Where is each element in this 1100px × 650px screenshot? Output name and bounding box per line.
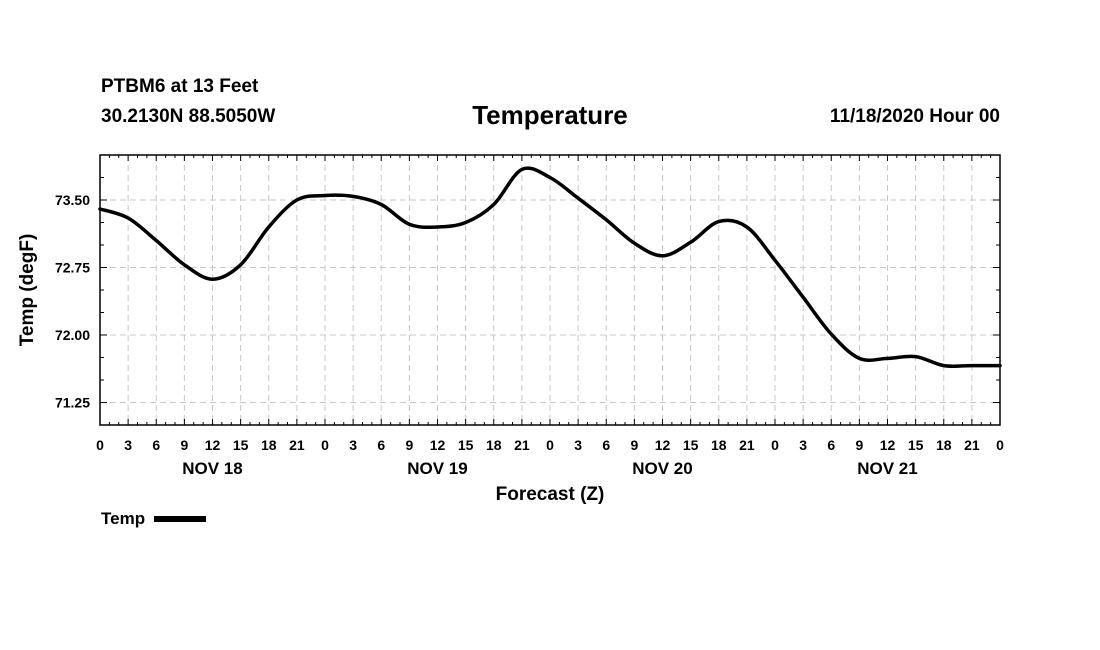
x-tick-label: 3 (349, 437, 357, 453)
x-tick-label: 3 (574, 437, 582, 453)
x-tick-label: 21 (739, 437, 755, 453)
x-tick-label: 18 (936, 437, 952, 453)
x-tick-label: 12 (430, 437, 446, 453)
x-tick-label: 6 (152, 437, 160, 453)
x-tick-label: 21 (514, 437, 530, 453)
legend-swatch-temp (154, 516, 207, 522)
chart-title: Temperature (472, 100, 628, 130)
day-label: NOV 20 (632, 459, 692, 478)
y-axis-title: Temp (degF) (17, 234, 38, 347)
station-label: PTBM6 at 13 Feet (101, 76, 259, 97)
day-label: NOV 18 (182, 459, 242, 478)
x-tick-label: 0 (96, 437, 104, 453)
y-tick-label: 71.25 (55, 395, 90, 411)
x-tick-label: 6 (602, 437, 610, 453)
forecast-datetime: 11/18/2020 Hour 00 (829, 106, 1000, 127)
axis-labels: 0 3 6 9 12 15 18 21 0 3 6 9 12 15 18 21 0 3 6 9 12 15 18 21 0 3 6 9… (55, 192, 1004, 478)
grid (100, 155, 1000, 425)
axis-ticks (99, 154, 1001, 425)
x-tick-label: 0 (771, 437, 779, 453)
x-axis-title: Forecast (Z) (496, 484, 605, 505)
legend-label-temp: Temp (101, 509, 146, 528)
x-tick-label: 9 (855, 437, 863, 453)
x-tick-label: 9 (630, 437, 638, 453)
x-tick-label: 18 (486, 437, 502, 453)
x-tick-label: 12 (205, 437, 221, 453)
day-label: NOV 21 (857, 459, 917, 478)
x-tick-label: 21 (289, 437, 305, 453)
x-tick-label: 12 (655, 437, 671, 453)
legend: Temp (101, 509, 207, 529)
x-tick-label: 15 (458, 437, 474, 453)
x-tick-label: 18 (711, 437, 727, 453)
x-tick-label: 12 (880, 437, 896, 453)
day-label: NOV 19 (407, 459, 467, 478)
x-tick-label: 6 (827, 437, 835, 453)
x-tick-label: 0 (996, 437, 1004, 453)
x-tick-label: 6 (377, 437, 385, 453)
x-tick-label: 15 (908, 437, 924, 453)
x-tick-label: 3 (799, 437, 807, 453)
series-layer (98, 166, 1002, 369)
station-coordinates: 30.2130N 88.5050W (101, 106, 276, 127)
y-tick-label: 72.75 (55, 260, 90, 276)
x-tick-label: 0 (546, 437, 554, 453)
x-tick-label: 15 (683, 437, 699, 453)
series-line-temp (98, 166, 1002, 369)
x-tick-label: 9 (405, 437, 413, 453)
x-tick-label: 9 (180, 437, 188, 453)
x-tick-label: 3 (124, 437, 132, 453)
x-tick-label: 15 (233, 437, 249, 453)
y-tick-label: 73.50 (55, 192, 90, 208)
y-tick-label: 72.00 (55, 327, 90, 343)
x-tick-label: 21 (964, 437, 980, 453)
x-tick-label: 18 (261, 437, 277, 453)
x-tick-label: 0 (321, 437, 329, 453)
